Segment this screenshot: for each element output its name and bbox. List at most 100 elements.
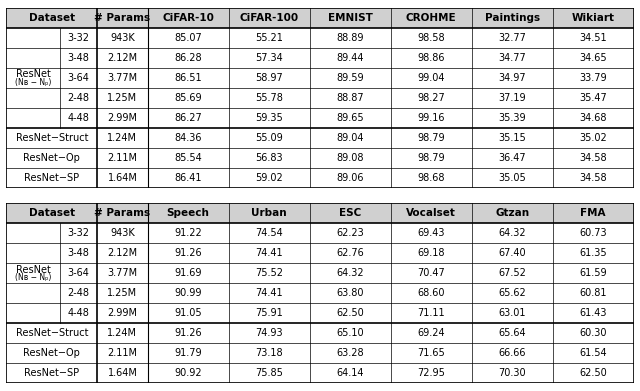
Text: CROHME: CROHME — [406, 13, 456, 23]
Text: 64.14: 64.14 — [336, 368, 364, 378]
Text: 62.76: 62.76 — [336, 248, 364, 258]
Text: 91.69: 91.69 — [174, 268, 202, 278]
Text: 66.66: 66.66 — [499, 348, 526, 358]
Text: 61.35: 61.35 — [579, 248, 607, 258]
Text: ResNet−Op: ResNet−Op — [24, 153, 80, 163]
Text: Dataset: Dataset — [29, 208, 75, 218]
Text: 55.21: 55.21 — [255, 33, 283, 43]
Text: EMNIST: EMNIST — [328, 13, 372, 23]
Text: 91.05: 91.05 — [174, 308, 202, 318]
Text: 90.99: 90.99 — [174, 288, 202, 298]
Text: 73.18: 73.18 — [255, 348, 283, 358]
Text: 2-48: 2-48 — [68, 93, 90, 103]
Text: # Params: # Params — [94, 13, 150, 23]
Text: 74.93: 74.93 — [255, 328, 283, 338]
Text: 65.62: 65.62 — [498, 288, 526, 298]
Text: 89.08: 89.08 — [336, 153, 364, 163]
Text: 1.25M: 1.25M — [108, 93, 138, 103]
Text: 69.24: 69.24 — [417, 328, 445, 338]
Text: 62.23: 62.23 — [336, 228, 364, 238]
Text: 98.27: 98.27 — [417, 93, 445, 103]
Text: 99.16: 99.16 — [417, 113, 445, 123]
Text: 55.09: 55.09 — [255, 133, 283, 143]
Text: 70.30: 70.30 — [499, 368, 526, 378]
Text: ResNet: ResNet — [15, 69, 51, 79]
Bar — [6, 203, 634, 223]
Text: 89.04: 89.04 — [336, 133, 364, 143]
Text: 60.73: 60.73 — [579, 228, 607, 238]
Text: 34.68: 34.68 — [579, 113, 607, 123]
Text: ResNet−SP: ResNet−SP — [24, 368, 79, 378]
Text: 98.68: 98.68 — [417, 173, 445, 183]
Text: 1.64M: 1.64M — [108, 173, 138, 183]
Text: 61.43: 61.43 — [579, 308, 607, 318]
Text: 88.87: 88.87 — [336, 93, 364, 103]
Text: 89.44: 89.44 — [336, 53, 364, 63]
Text: 98.86: 98.86 — [417, 53, 445, 63]
Text: 3.77M: 3.77M — [108, 268, 138, 278]
Text: 3.77M: 3.77M — [108, 73, 138, 83]
Text: 71.11: 71.11 — [417, 308, 445, 318]
Text: 65.64: 65.64 — [499, 328, 526, 338]
Text: Dataset: Dataset — [29, 13, 75, 23]
Text: 64.32: 64.32 — [499, 228, 526, 238]
Text: Paintings: Paintings — [484, 13, 540, 23]
Text: ESC: ESC — [339, 208, 361, 218]
Text: Speech: Speech — [166, 208, 209, 218]
Text: 99.04: 99.04 — [417, 73, 445, 83]
Text: 2.12M: 2.12M — [108, 53, 138, 63]
Text: 35.15: 35.15 — [498, 133, 526, 143]
Text: 4-48: 4-48 — [68, 308, 90, 318]
Text: 89.65: 89.65 — [336, 113, 364, 123]
Text: ResNet: ResNet — [15, 265, 51, 274]
Text: 32.77: 32.77 — [498, 33, 526, 43]
Text: 91.26: 91.26 — [174, 328, 202, 338]
Text: 86.27: 86.27 — [174, 113, 202, 123]
Text: Urban: Urban — [252, 208, 287, 218]
Text: CiFAR-10: CiFAR-10 — [162, 13, 214, 23]
Text: 3-32: 3-32 — [68, 33, 90, 43]
Text: 1.64M: 1.64M — [108, 368, 138, 378]
Text: 90.92: 90.92 — [174, 368, 202, 378]
Text: 60.81: 60.81 — [579, 288, 607, 298]
Text: 88.89: 88.89 — [336, 33, 364, 43]
Text: 1.24M: 1.24M — [108, 328, 138, 338]
Text: FMA: FMA — [580, 208, 606, 218]
Text: CiFAR-100: CiFAR-100 — [239, 13, 299, 23]
Text: 34.65: 34.65 — [579, 53, 607, 63]
Text: 33.79: 33.79 — [579, 73, 607, 83]
Text: 91.79: 91.79 — [174, 348, 202, 358]
Text: 74.41: 74.41 — [255, 288, 283, 298]
Text: 86.51: 86.51 — [174, 73, 202, 83]
Text: 74.41: 74.41 — [255, 248, 283, 258]
Text: 34.77: 34.77 — [498, 53, 526, 63]
Text: 62.50: 62.50 — [579, 368, 607, 378]
Text: 56.83: 56.83 — [255, 153, 283, 163]
Text: 37.19: 37.19 — [499, 93, 526, 103]
Text: 65.10: 65.10 — [336, 328, 364, 338]
Text: 36.47: 36.47 — [499, 153, 526, 163]
Text: 61.54: 61.54 — [579, 348, 607, 358]
Text: 2-48: 2-48 — [68, 288, 90, 298]
Text: 75.52: 75.52 — [255, 268, 283, 278]
Text: 35.02: 35.02 — [579, 133, 607, 143]
Text: 55.78: 55.78 — [255, 93, 283, 103]
Text: # Params: # Params — [94, 208, 150, 218]
Text: 75.85: 75.85 — [255, 368, 283, 378]
Text: 91.22: 91.22 — [174, 228, 202, 238]
Text: ResNet−SP: ResNet−SP — [24, 173, 79, 183]
Text: (Nʙ − Nₚ): (Nʙ − Nₚ) — [15, 78, 51, 87]
Text: 60.30: 60.30 — [579, 328, 607, 338]
Text: 34.58: 34.58 — [579, 173, 607, 183]
Text: 89.59: 89.59 — [336, 73, 364, 83]
Text: 59.02: 59.02 — [255, 173, 283, 183]
Text: 86.28: 86.28 — [174, 53, 202, 63]
Text: 98.79: 98.79 — [417, 133, 445, 143]
Text: 86.41: 86.41 — [174, 173, 202, 183]
Text: 2.99M: 2.99M — [108, 308, 138, 318]
Text: 69.43: 69.43 — [417, 228, 445, 238]
Text: 85.07: 85.07 — [174, 33, 202, 43]
Text: 59.35: 59.35 — [255, 113, 283, 123]
Text: 2.99M: 2.99M — [108, 113, 138, 123]
Text: Wikiart: Wikiart — [572, 13, 614, 23]
